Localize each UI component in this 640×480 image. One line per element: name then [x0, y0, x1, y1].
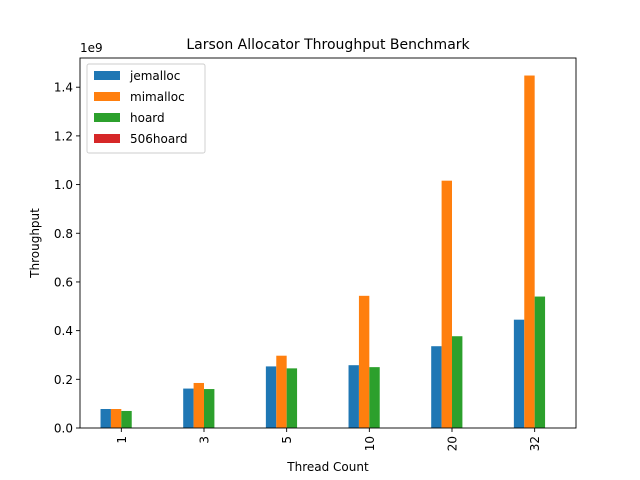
y-offset-text: 1e9 — [80, 41, 103, 55]
bar-jemalloc-20 — [431, 346, 442, 428]
legend-label-506hoard: 506hoard — [130, 132, 188, 146]
y-tick-label: 1.2 — [54, 129, 73, 143]
bar-jemalloc-10 — [348, 365, 359, 428]
x-tick-label: 3 — [198, 436, 212, 444]
y-tick-label: 0.2 — [54, 373, 73, 387]
y-axis: 0.0 0.2 0.4 0.6 0.8 1.0 1.2 1.4 — [54, 81, 80, 436]
bar-mimalloc-1 — [110, 409, 122, 428]
plot-frame — [79, 57, 577, 429]
legend-label-jemalloc: jemalloc — [129, 69, 180, 83]
x-tick-label: 20 — [446, 436, 460, 451]
bar-jemalloc-5 — [265, 366, 277, 428]
x-axis-label: Thread Count — [286, 460, 369, 474]
bar-mimalloc-3 — [193, 382, 204, 428]
x-axis: 1 3 5 10 20 32 — [115, 428, 542, 451]
bar-hoard-3 — [204, 389, 215, 428]
legend-swatch-506hoard — [94, 134, 120, 143]
bar-jemalloc-1 — [100, 409, 111, 428]
legend-swatch-jemalloc — [94, 71, 120, 80]
bar-hoard-32 — [534, 296, 546, 428]
legend-swatch-hoard — [94, 113, 120, 122]
y-tick-label: 0.4 — [54, 324, 73, 338]
legend-swatch-mimalloc — [94, 92, 120, 101]
bar-hoard-5 — [286, 368, 298, 428]
legend-label-mimalloc: mimalloc — [130, 90, 185, 104]
bar-mimalloc-32 — [524, 75, 535, 428]
bars-layer — [100, 75, 546, 428]
y-tick-label: 1.4 — [54, 81, 73, 95]
bar-mimalloc-5 — [276, 355, 287, 428]
x-tick-label: 10 — [363, 436, 377, 451]
legend-box — [86, 63, 206, 154]
y-tick-label: 0.0 — [54, 422, 73, 436]
bar-hoard-1 — [121, 410, 132, 428]
bar-hoard-20 — [452, 336, 463, 428]
legend: jemalloc mimalloc hoard 506hoard — [86, 63, 206, 154]
x-tick-label: 32 — [528, 436, 542, 451]
bar-hoard-10 — [369, 367, 380, 428]
y-tick-label: 1.0 — [54, 178, 73, 192]
chart-title: Larson Allocator Throughput Benchmark — [186, 37, 470, 53]
y-tick-label: 0.8 — [54, 227, 73, 241]
y-axis-label: Throughput — [28, 208, 42, 279]
bar-jemalloc-3 — [183, 388, 194, 428]
y-tick-label: 0.6 — [54, 275, 73, 289]
bar-mimalloc-20 — [441, 180, 452, 428]
legend-label-hoard: hoard — [130, 111, 165, 125]
bar-mimalloc-10 — [358, 295, 370, 428]
x-tick-label: 1 — [115, 436, 129, 444]
bar-jemalloc-32 — [513, 319, 525, 428]
x-tick-label: 5 — [280, 436, 294, 444]
